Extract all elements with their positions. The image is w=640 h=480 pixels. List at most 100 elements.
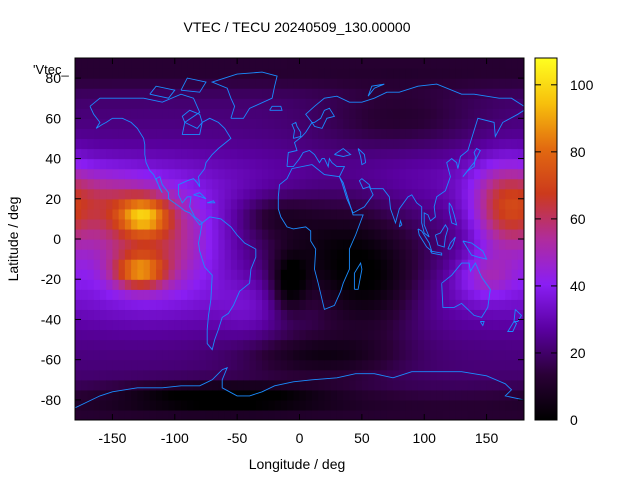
- heatmap-cell: [149, 178, 157, 190]
- heatmap-cell: [442, 289, 450, 300]
- heatmap-cell: [330, 239, 338, 250]
- heatmap-cell: [511, 359, 519, 371]
- heatmap-cell: [181, 198, 188, 210]
- heatmap-cell: [268, 88, 276, 99]
- heatmap-cell: [287, 68, 294, 79]
- heatmap-cell: [311, 269, 319, 280]
- heatmap-cell: [230, 269, 238, 280]
- heatmap-cell: [149, 269, 157, 280]
- heatmap-cell: [318, 379, 326, 391]
- heatmap-cell: [336, 279, 344, 290]
- heatmap-cell: [187, 379, 195, 391]
- heatmap-cell: [124, 98, 132, 109]
- heatmap-cell: [274, 98, 282, 109]
- heatmap-cell: [436, 168, 444, 180]
- heatmap-cell: [137, 118, 145, 129]
- heatmap-cell: [268, 178, 276, 190]
- heatmap-cell: [442, 108, 450, 119]
- heatmap-cell: [417, 379, 425, 391]
- heatmap-cell: [393, 148, 400, 160]
- heatmap-cell: [517, 249, 524, 260]
- heatmap-cell: [137, 158, 145, 170]
- heatmap-cell: [224, 329, 232, 341]
- heatmap-cell: [81, 399, 89, 411]
- heatmap-cell: [75, 249, 82, 260]
- heatmap-cell: [156, 369, 163, 381]
- heatmap-cell: [430, 168, 438, 180]
- heatmap-cell: [461, 228, 469, 240]
- heatmap-cell: [505, 269, 513, 280]
- heatmap-cell: [137, 218, 145, 230]
- heatmap-cell: [106, 158, 114, 170]
- heatmap-cell: [499, 128, 506, 140]
- heatmap-cell: [162, 349, 170, 361]
- heatmap-cell: [424, 349, 432, 361]
- heatmap-cell: [199, 118, 207, 129]
- heatmap-cell: [368, 359, 375, 371]
- heatmap-cell: [368, 399, 375, 411]
- heatmap-cell: [262, 188, 269, 200]
- heatmap-cell: [268, 269, 276, 280]
- heatmap-cell: [149, 339, 157, 351]
- heatmap-cell: [205, 168, 213, 180]
- heatmap-cell: [287, 128, 294, 140]
- heatmap-cell: [112, 269, 120, 280]
- heatmap-cell: [93, 168, 101, 180]
- heatmap-cell: [505, 148, 513, 160]
- heatmap-cell: [461, 178, 469, 190]
- heatmap-cell: [336, 389, 344, 401]
- heatmap-cell: [474, 148, 481, 160]
- heatmap-cell: [417, 78, 425, 89]
- heatmap-cell: [280, 108, 288, 119]
- heatmap-cell: [405, 319, 413, 331]
- heatmap-cell: [187, 279, 195, 290]
- heatmap-cell: [243, 329, 251, 341]
- heatmap-cell: [517, 259, 524, 270]
- heatmap-cell: [243, 158, 251, 170]
- heatmap-cell: [511, 339, 519, 351]
- heatmap-cell: [212, 228, 220, 240]
- heatmap-cell: [361, 279, 369, 290]
- heatmap-cell: [255, 369, 263, 381]
- heatmap-cell: [193, 349, 201, 361]
- heatmap-cell: [237, 88, 244, 99]
- heatmap-cell: [280, 68, 288, 79]
- heatmap-cell: [243, 289, 251, 300]
- heatmap-cell: [442, 359, 450, 371]
- heatmap-cell: [455, 188, 463, 200]
- heatmap-cell: [299, 78, 307, 89]
- heatmap-cell: [168, 349, 176, 361]
- heatmap-cell: [168, 319, 176, 331]
- heatmap-cell: [461, 78, 469, 89]
- heatmap-cell: [81, 118, 89, 129]
- heatmap-cell: [461, 188, 469, 200]
- heatmap-cell: [405, 409, 413, 420]
- heatmap-cell: [230, 389, 238, 401]
- heatmap-cell: [474, 98, 481, 109]
- heatmap-cell: [486, 279, 494, 290]
- heatmap-cell: [355, 259, 363, 270]
- heatmap-cell: [442, 58, 450, 69]
- heatmap-cell: [143, 269, 151, 280]
- heatmap-cell: [499, 228, 506, 240]
- heatmap-cell: [374, 299, 382, 310]
- heatmap-cell: [336, 78, 344, 89]
- heatmap-cell: [237, 399, 244, 411]
- heatmap-cell: [187, 329, 195, 341]
- heatmap-cell: [255, 228, 263, 240]
- heatmap-cell: [168, 178, 176, 190]
- heatmap-cell: [137, 178, 145, 190]
- heatmap-cell: [230, 399, 238, 411]
- heatmap-cell: [480, 168, 488, 180]
- heatmap-cell: [461, 349, 469, 361]
- heatmap-cell: [299, 379, 307, 391]
- heatmap-cell: [243, 359, 251, 371]
- heatmap-cell: [368, 78, 375, 89]
- heatmap-cell: [262, 359, 269, 371]
- heatmap-cell: [399, 108, 407, 119]
- heatmap-cell: [336, 309, 344, 321]
- heatmap-cell: [87, 399, 95, 411]
- heatmap-cell: [293, 168, 301, 180]
- heatmap-cell: [305, 188, 313, 200]
- heatmap-cell: [268, 78, 276, 89]
